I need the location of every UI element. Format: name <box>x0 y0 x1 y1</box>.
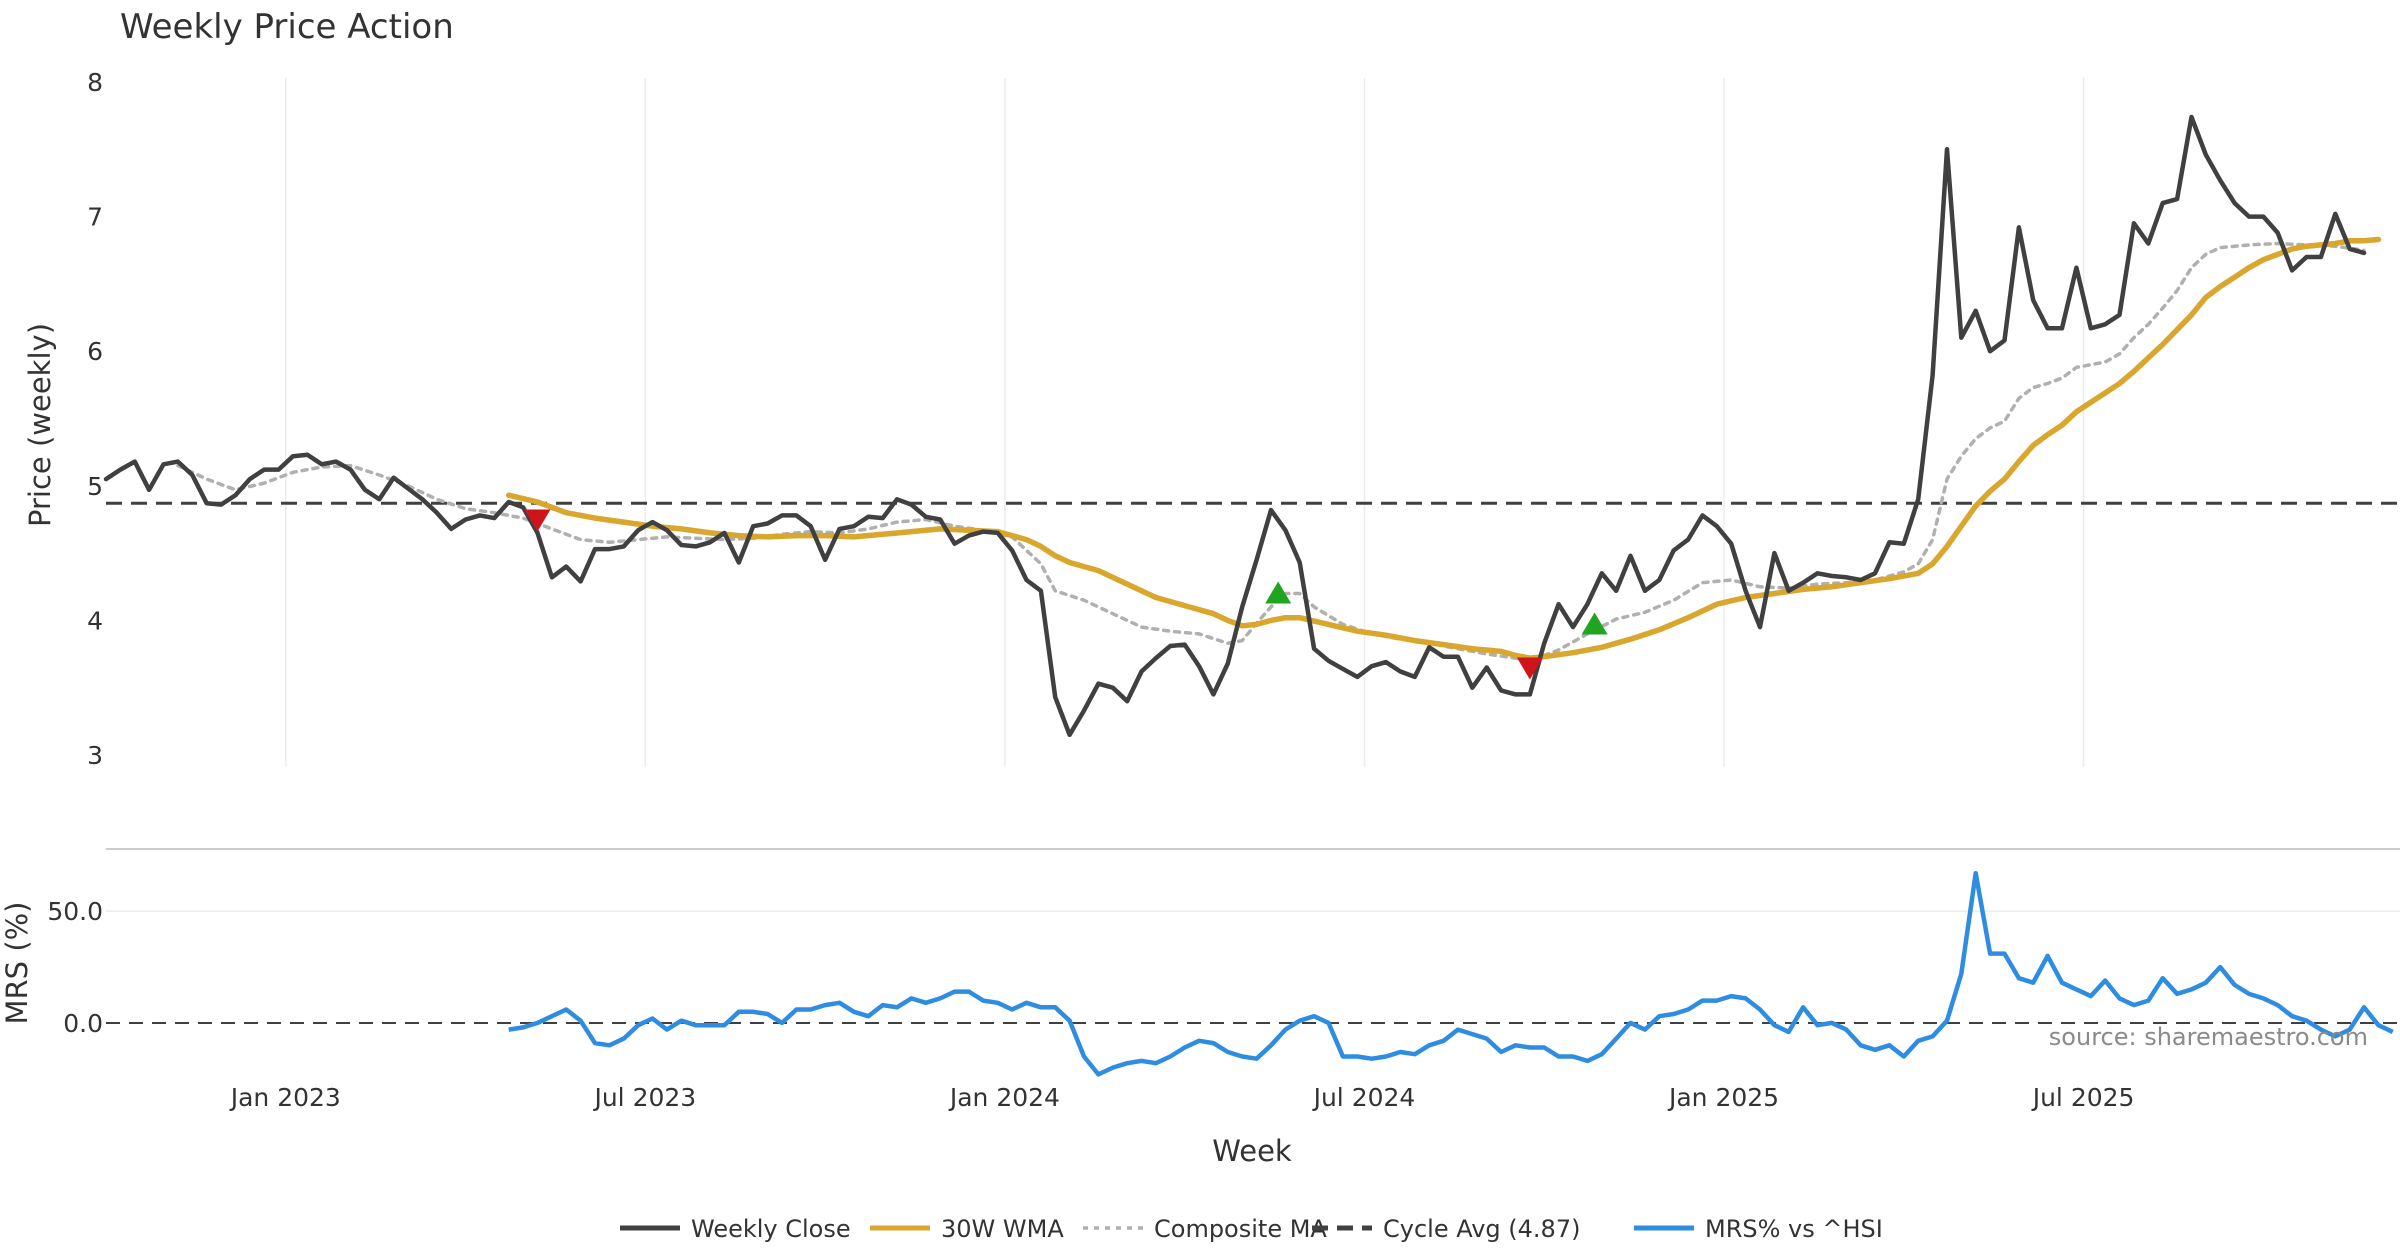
price-y-tick-label: 8 <box>87 68 103 97</box>
price-grid <box>285 78 2085 767</box>
sell-signal-marker <box>524 509 551 532</box>
x-tick-label: Jul 2023 <box>592 1083 696 1112</box>
price-y-tick-label: 3 <box>87 741 103 770</box>
weekly-close-line <box>103 114 2367 738</box>
buy-signal-marker <box>1265 581 1292 604</box>
mrs-y-tick-label: 0.0 <box>63 1009 103 1038</box>
x-tick-label: Jul 2025 <box>2031 1083 2135 1112</box>
buy-signal-marker <box>1581 612 1608 635</box>
price-series <box>103 114 2382 738</box>
price-y-ticks: 3 4 5 6 7 8 <box>87 68 103 770</box>
legend-label: Composite MA <box>1154 1215 1327 1243</box>
chart-title: Weekly Price Action <box>120 7 454 47</box>
x-ticks: Jan 2023 Jul 2023 Jan 2024 Jul 2024 Jan 2025… <box>229 1083 2135 1112</box>
legend-label: MRS% vs ^HSI <box>1705 1215 1883 1243</box>
price-y-tick-label: 7 <box>87 203 103 232</box>
mrs-series <box>508 870 2394 1077</box>
x-tick-label: Jan 2025 <box>1667 1083 1779 1112</box>
x-tick-label: Jan 2023 <box>229 1083 341 1112</box>
x-tick-label: Jul 2024 <box>1312 1083 1416 1112</box>
legend-label: 30W WMA <box>941 1215 1064 1243</box>
price-y-tick-label: 6 <box>87 337 103 366</box>
mrs-grid <box>106 910 2400 1024</box>
price-y-tick-label: 4 <box>87 606 103 635</box>
price-y-axis-label: Price (weekly) <box>23 323 57 527</box>
legend-label: Cycle Avg (4.87) <box>1383 1215 1580 1243</box>
wma-30w-line <box>505 236 2382 661</box>
legend-label: Weekly Close <box>691 1215 851 1243</box>
mrs-y-axis-label: MRS (%) <box>0 902 34 1025</box>
sell-signal-marker <box>1516 657 1543 680</box>
source-label: source: sharemaestro.com <box>2049 1023 2368 1051</box>
mrs-y-ticks: 0.0 50.0 <box>47 897 103 1038</box>
mrs-line <box>508 870 2394 1077</box>
x-tick-label: Jan 2024 <box>948 1083 1060 1112</box>
mrs-y-tick-label: 50.0 <box>47 897 103 926</box>
signal-markers <box>524 509 1608 680</box>
x-axis-label: Week <box>1212 1134 1292 1168</box>
price-y-tick-label: 5 <box>87 472 103 501</box>
legend: Weekly Close 30W WMA Composite MA Cycle Avg… <box>620 1215 1883 1243</box>
